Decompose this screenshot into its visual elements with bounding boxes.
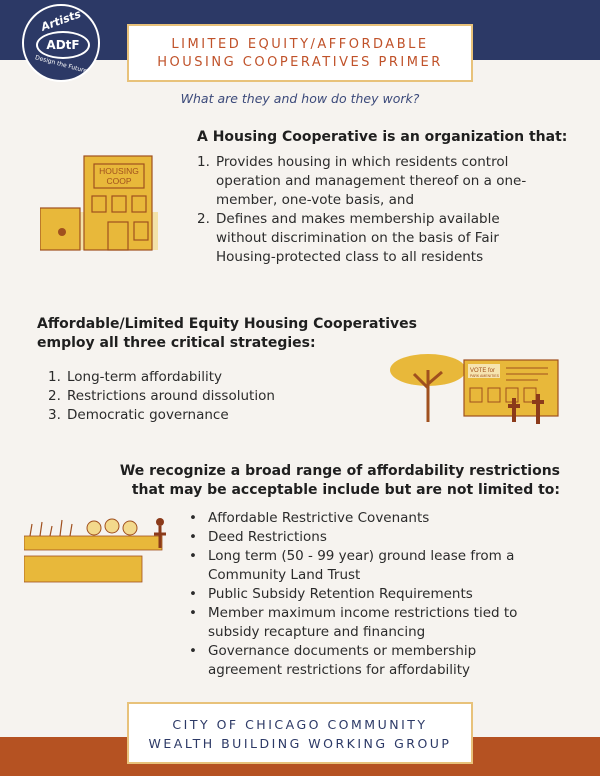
- adtf-logo[interactable]: Artists ADtF Design the Future: [22, 4, 100, 82]
- section3-heading: We recognize a broad range of affordabil…: [100, 462, 560, 500]
- title-box: LIMITED EQUITY/AFFORDABLE HOUSING COOPER…: [127, 24, 473, 82]
- section3-heading-line-2: that may be acceptable include but are n…: [131, 482, 560, 498]
- window: [131, 195, 147, 213]
- list-item: • Deed Restrictions: [189, 528, 579, 547]
- gardener-head: [156, 518, 164, 526]
- board-label: [468, 364, 500, 378]
- board-title: VOTE for: [470, 368, 495, 374]
- section2-heading-line-2: employ all three critical strategies:: [37, 335, 316, 351]
- vote-board-illustration: VOTE for PARK AMENITIES: [390, 354, 559, 424]
- sign-text-coop: COOP: [106, 176, 131, 186]
- item-number: 3.: [48, 407, 61, 423]
- list-item: • Governance documents or membership agree…: [189, 642, 579, 680]
- page-subtitle: What are they and how do they work?: [180, 91, 420, 106]
- plants: [29, 519, 73, 537]
- item-line: without discrimination on the basis of F…: [216, 230, 499, 246]
- item-line: Community Land Trust: [208, 567, 361, 583]
- list-item: 2. Restrictions around dissolution: [48, 387, 368, 406]
- logo-text-adtf: ADtF: [36, 31, 90, 59]
- board-subtitle: PARK AMENITIES: [470, 374, 500, 378]
- section2-list: 1. Long-term affordability 2. Restrictions…: [48, 368, 368, 425]
- door: [107, 221, 129, 251]
- item-line: Defines and makes membership available: [216, 211, 500, 227]
- list-item: 1. Long-term affordability: [48, 368, 368, 387]
- section1-heading: A Housing Cooperative is an organization…: [197, 129, 568, 145]
- list-item: 1. Provides housing in which residents c…: [197, 153, 577, 210]
- item-line: agreement restrictions for affordability: [208, 662, 471, 678]
- vote-box: [469, 387, 483, 403]
- item-number: 2.: [48, 388, 61, 404]
- item-text: Long-term affordability: [67, 369, 222, 385]
- person-figure: [532, 394, 544, 424]
- list-item: • Public Subsidy Retention Requirements: [189, 585, 579, 604]
- item-number: 1.: [197, 154, 210, 170]
- footer-box: CITY OF CHICAGO COMMUNITY WEALTH BUILDIN…: [127, 702, 473, 764]
- resident-figure: [58, 228, 66, 236]
- person-figure: [508, 398, 520, 422]
- item-line: member, one-vote basis, and: [216, 192, 415, 208]
- item-line: Governance documents or membership: [208, 643, 477, 659]
- item-line: Provides housing in which residents cont…: [216, 154, 509, 170]
- list-item: 3. Democratic governance: [48, 406, 368, 425]
- garden-bed: [24, 535, 163, 551]
- cabbage: [86, 520, 102, 536]
- item-line: operation and management thereof on a on…: [216, 173, 527, 189]
- garden-bed: [24, 555, 143, 583]
- item-line: Deed Restrictions: [208, 529, 327, 545]
- item-number: 2.: [197, 211, 210, 227]
- tree-trunk: [412, 370, 443, 422]
- coop-sign: [93, 163, 145, 189]
- gardener-body: [154, 526, 166, 548]
- sign-text-housing: HOUSING: [99, 166, 139, 176]
- vote-box: [487, 387, 501, 403]
- window: [133, 221, 149, 241]
- cabbage: [122, 520, 138, 536]
- item-number: 1.: [48, 369, 61, 385]
- item-line: Long term (50 - 99 year) ground lease fr…: [208, 548, 515, 564]
- item-line: subsidy recapture and financing: [208, 624, 426, 640]
- list-item: • Long term (50 - 99 year) ground lease f…: [189, 547, 579, 585]
- list-item: 2. Defines and makes membership availabl…: [197, 210, 577, 267]
- item-line: Housing-protected class to all residents: [216, 249, 484, 265]
- item-text: Democratic governance: [67, 407, 229, 423]
- section1-list: 1. Provides housing in which residents c…: [197, 153, 577, 267]
- housing-coop-illustration: HOUSING COOP: [40, 155, 158, 251]
- item-text: Restrictions around dissolution: [67, 388, 275, 404]
- title-line-2: HOUSING COOPERATIVES PRIMER: [157, 55, 443, 70]
- list-item: • Affordable Restrictive Covenants: [189, 509, 579, 528]
- list-item: • Member maximum income restrictions tied…: [189, 604, 579, 642]
- footer-line-2: WEALTH BUILDING WORKING GROUP: [148, 736, 452, 751]
- item-line: Member maximum income restrictions tied …: [208, 605, 518, 621]
- section2-heading: Affordable/Limited Equity Housing Cooper…: [37, 315, 417, 353]
- section3-heading-line-1: We recognize a broad range of affordabil…: [119, 463, 560, 479]
- item-line: Affordable Restrictive Covenants: [208, 510, 430, 526]
- section2-heading-line-1: Affordable/Limited Equity Housing Cooper…: [37, 316, 417, 332]
- window: [111, 195, 127, 213]
- garden-illustration: [24, 518, 166, 583]
- window: [91, 195, 107, 213]
- title-line-1: LIMITED EQUITY/AFFORDABLE: [171, 37, 429, 52]
- section3-list: • Affordable Restrictive Covenants • Deed …: [189, 509, 579, 680]
- footer-line-1: CITY OF CHICAGO COMMUNITY: [172, 717, 428, 732]
- item-line: Public Subsidy Retention Requirements: [208, 586, 473, 602]
- board-lines: [506, 367, 548, 381]
- cabbage: [104, 518, 120, 534]
